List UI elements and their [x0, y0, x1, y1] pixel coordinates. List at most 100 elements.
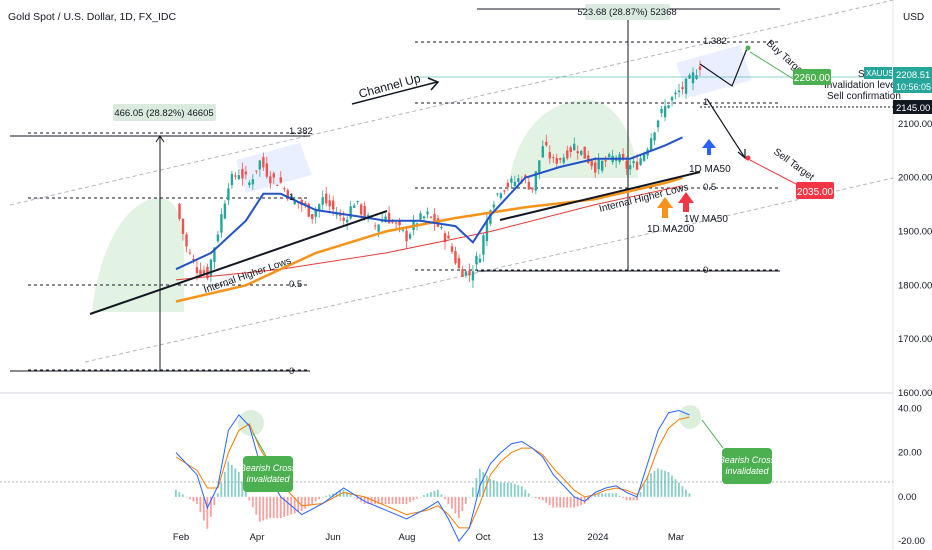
histogram-bar: [363, 496, 366, 504]
histogram-bar: [328, 494, 331, 497]
histogram-bar: [342, 489, 345, 497]
price-tick-label: 2000.00: [898, 173, 932, 184]
candle-body: [443, 233, 447, 243]
ma50-arrow: [702, 139, 716, 155]
fib-right-1382: 1.382: [703, 36, 727, 47]
histogram-bar: [471, 487, 474, 497]
candle-body: [426, 211, 429, 215]
histogram-bar: [335, 492, 338, 497]
candle-body: [677, 90, 681, 93]
candle-body: [569, 147, 572, 153]
candle-body: [338, 214, 342, 216]
trendline-left: [89, 210, 388, 315]
histogram-bar: [443, 496, 446, 500]
ma200-label: 1D MA200: [647, 224, 695, 235]
histogram-bar: [576, 496, 579, 507]
candle-body: [590, 160, 593, 167]
candle-body: [199, 269, 202, 276]
candle-body: [216, 234, 220, 242]
candle-body: [440, 226, 443, 228]
histogram-bar: [678, 482, 680, 497]
svg-text:2208.51: 2208.51: [896, 70, 930, 81]
time-tick-label: Oct: [476, 532, 491, 543]
candle-body: [517, 178, 520, 183]
price-tag: XAUUSD 2208.51 10:56:05: [864, 67, 932, 93]
candle-body: [684, 78, 688, 94]
candle-body: [548, 152, 551, 159]
bearish-cross-right-badge: Bearish Cross invalidated: [719, 448, 776, 484]
histogram-bar: [503, 482, 506, 497]
histogram-bar: [496, 481, 499, 497]
histogram-bar: [213, 496, 216, 506]
histogram-bar: [227, 461, 230, 497]
histogram-bar: [349, 494, 352, 497]
candle-body: [394, 222, 398, 224]
candle-body: [213, 247, 216, 262]
candle-body: [635, 161, 639, 170]
buy-target-badge: 2260.00: [793, 69, 831, 85]
histogram-bar: [409, 496, 411, 503]
fib-left-1382: 1.382: [289, 126, 313, 137]
histogram-bar: [300, 496, 303, 512]
candle-body: [688, 75, 691, 79]
candle-body: [457, 258, 461, 269]
candle-body: [258, 160, 262, 170]
svg-text:2035.00: 2035.00: [797, 187, 834, 198]
histogram-bar: [437, 489, 439, 497]
candle-body: [628, 165, 632, 170]
histogram-bar: [272, 496, 275, 519]
candle-body: [583, 146, 586, 159]
histogram-bar: [188, 496, 191, 500]
candle-body: [660, 109, 663, 114]
histogram-bar: [307, 496, 310, 507]
histogram-bar: [276, 496, 279, 519]
candle-body: [663, 106, 667, 118]
projection-sell-arrow: [737, 149, 746, 160]
histogram-bar: [216, 493, 219, 497]
candle-body: [534, 171, 538, 191]
histogram-bar: [485, 475, 488, 497]
histogram-bar: [590, 496, 593, 498]
histogram-bar: [513, 483, 516, 497]
candle-body: [279, 177, 282, 183]
macd-axis[interactable]: 40.00 20.00 0.00 -20.00: [898, 403, 925, 547]
chart-title: Gold Spot / U.S. Dollar, 1D, FX_IDC: [8, 11, 176, 23]
candle-body: [454, 250, 457, 264]
time-tick-label: Feb: [173, 532, 189, 543]
ma-1d200-line: [175, 176, 683, 303]
candle-body: [181, 218, 185, 234]
invalidation-axis-tag: 2145.00: [893, 100, 932, 114]
histogram-bar: [412, 496, 415, 501]
candle-body: [209, 259, 213, 277]
candle-body: [681, 87, 684, 90]
histogram-bar: [370, 496, 373, 504]
time-axis[interactable]: Feb Apr Jun Aug Oct 13 2024 Mar: [173, 532, 684, 543]
histogram-bar: [667, 472, 670, 497]
candle-body: [649, 138, 653, 151]
candle-body: [538, 160, 541, 174]
histogram-bar: [489, 479, 492, 497]
histogram-bar: [552, 496, 555, 508]
candle-body: [185, 234, 188, 247]
histogram-bar: [356, 496, 359, 500]
invalidation-label-2: Sell confirmation: [827, 91, 901, 102]
price-tick-label: 1900.00: [898, 226, 932, 237]
histogram-bar: [185, 496, 188, 498]
histogram-bar: [664, 470, 666, 497]
candle-body: [485, 219, 489, 242]
candle-body: [349, 206, 352, 219]
ma-1w50-line: [175, 185, 683, 281]
highlight-box-right: [676, 45, 752, 98]
projection-buy: [699, 45, 749, 87]
price-axis[interactable]: 2100.00 2000.00 1900.00 1800.00 1700.00 1600.…: [898, 119, 932, 399]
candles: [178, 60, 702, 288]
candle-body: [265, 163, 269, 177]
candle-body: [475, 256, 478, 265]
candle-body: [248, 182, 251, 186]
candle-body: [272, 173, 276, 178]
invalidation-label-1: Invalidation level/: [824, 80, 901, 91]
histogram-bar: [279, 496, 282, 519]
candle-body: [450, 246, 454, 252]
